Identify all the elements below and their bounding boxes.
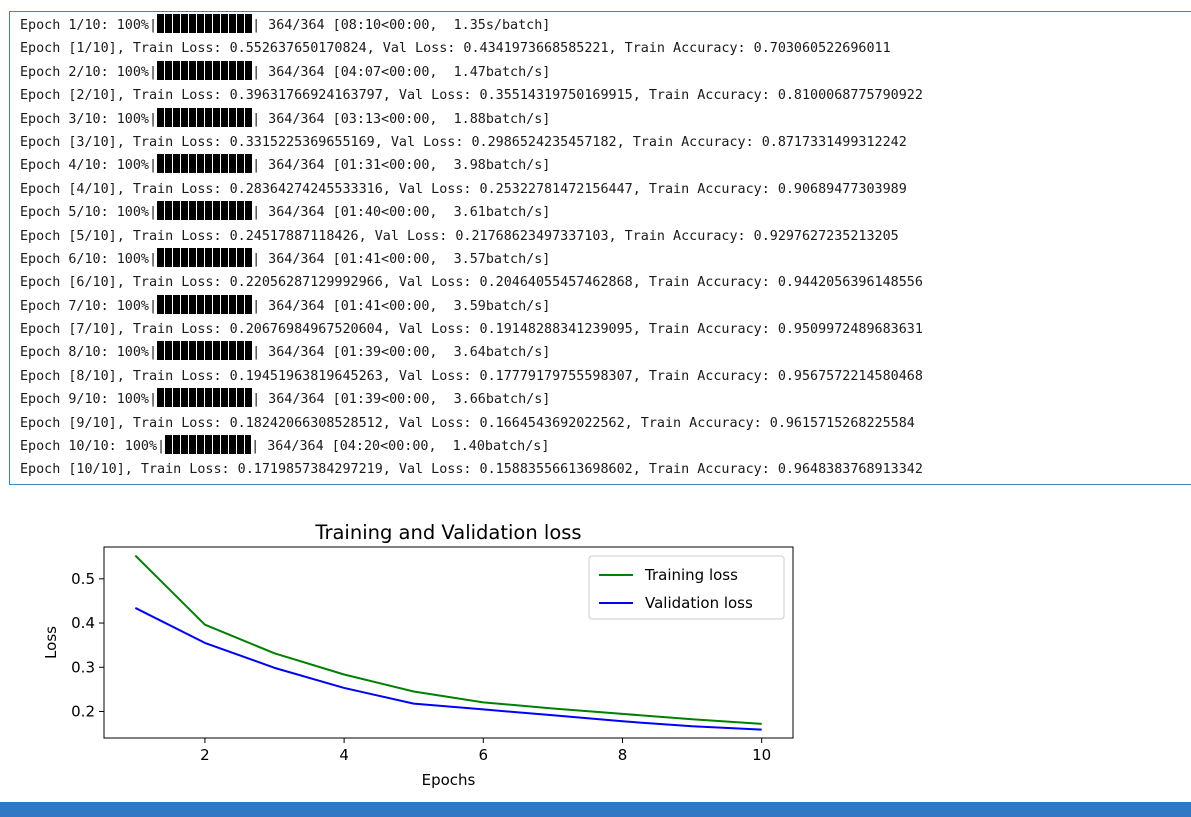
epoch-summary-line: Epoch [10/10], Train Loss: 0.17198573842… (20, 462, 923, 478)
progress-line: Epoch 5/10: 100%| | 364/364 [01:40<00:00,… (20, 201, 1191, 224)
epoch-summary-line: Epoch [4/10], Train Loss: 0.283642742455… (20, 181, 907, 197)
legend-label: Training loss (644, 566, 738, 584)
progress-bar (157, 294, 253, 314)
progress-bar (157, 107, 253, 127)
progress-label: Epoch 6/10: 100%| (20, 251, 158, 267)
series-line-training-loss (134, 554, 762, 725)
epoch-summary-line: Epoch [5/10], Train Loss: 0.245178871184… (20, 228, 899, 244)
progress-stats: | 364/364 [04:20<00:00, 1.40batch/s] (251, 439, 550, 455)
y-axis-label: Loss (42, 626, 60, 659)
progress-bar (165, 435, 252, 455)
progress-stats: | 364/364 [03:13<00:00, 1.88batch/s] (252, 111, 551, 127)
progress-bar (157, 60, 253, 80)
progress-bar (157, 14, 253, 33)
progress-line: Epoch 2/10: 100%| | 364/364 [04:07<00:00,… (20, 60, 1191, 84)
epoch-summary-line: Epoch [2/10], Train Loss: 0.396317669241… (20, 88, 923, 104)
progress-bar (157, 201, 253, 221)
epoch-summary-line: Epoch [8/10], Train Loss: 0.194519638196… (20, 368, 923, 384)
progress-label: Epoch 1/10: 100%| (20, 18, 158, 33)
progress-bar (157, 341, 253, 361)
progress-label: Epoch 10/10: 100%| (20, 439, 166, 455)
progress-line: Epoch 7/10: 100%| | 364/364 [01:41<00:00,… (20, 294, 1191, 318)
x-tick-label: 2 (200, 746, 210, 764)
y-tick-label: 0.4 (71, 614, 95, 632)
progress-stats: | 364/364 [01:41<00:00, 3.57batch/s] (252, 251, 551, 267)
legend-box (588, 555, 785, 620)
progress-bar (157, 388, 253, 408)
series-line-validation-loss (134, 607, 762, 731)
y-tick-label: 0.3 (71, 658, 95, 676)
progress-label: Epoch 8/10: 100%| (20, 345, 158, 361)
progress-label: Epoch 3/10: 100%| (20, 111, 158, 127)
progress-stats: | 364/364 [01:39<00:00, 3.64batch/s] (252, 345, 551, 361)
progress-stats: | 364/364 [04:07<00:00, 1.47batch/s] (252, 64, 551, 80)
progress-line: Epoch 1/10: 100%| | 364/364 [08:10<00:00,… (20, 14, 1191, 37)
progress-line: Epoch 4/10: 100%| | 364/364 [01:31<00:00,… (20, 154, 1191, 177)
chart-title: Training and Validation loss (314, 521, 581, 544)
epoch-summary-line: Epoch [6/10], Train Loss: 0.220562871299… (20, 275, 923, 291)
status-strip (0, 802, 1191, 817)
progress-label: Epoch 5/10: 100%| (20, 205, 158, 221)
progress-bar (157, 247, 253, 267)
plot-frame (103, 546, 794, 739)
epoch-summary-line: Epoch [9/10], Train Loss: 0.182420663085… (20, 415, 915, 431)
epoch-summary-line: Epoch [3/10], Train Loss: 0.331522536965… (20, 134, 907, 150)
progress-label: Epoch 9/10: 100%| (20, 392, 158, 408)
loss-chart: Training and Validation loss 2 4 6 8 10 0.2 0.3… (30, 514, 810, 804)
epoch-summary-line: Epoch [7/10], Train Loss: 0.206769849675… (20, 322, 923, 338)
progress-stats: | 364/364 [01:41<00:00, 3.59batch/s] (252, 298, 551, 314)
progress-line: Epoch 8/10: 100%| | 364/364 [01:39<00:00,… (20, 341, 1191, 364)
progress-line: Epoch 10/10: 100%| | 364/364 [04:20<00:00… (20, 435, 1191, 458)
progress-label: Epoch 4/10: 100%| (20, 158, 158, 174)
progress-line: Epoch 6/10: 100%| | 364/364 [01:41<00:00,… (20, 247, 1191, 271)
loss-chart-svg: Training and Validation loss 2 4 6 8 10 0.2 0.3… (42, 521, 794, 789)
y-tick-label: 0.2 (71, 702, 95, 720)
progress-stats: | 364/364 [01:40<00:00, 3.61batch/s] (252, 205, 551, 221)
progress-stats: | 364/364 [08:10<00:00, 1.35s/batch] (252, 18, 551, 33)
x-tick-label: 8 (618, 746, 628, 764)
legend-label: Validation loss (645, 594, 753, 612)
progress-bar (157, 154, 253, 174)
progress-label: Epoch 2/10: 100%| (20, 64, 158, 80)
x-tick-label: 4 (339, 746, 349, 764)
x-tick-label: 6 (479, 746, 489, 764)
output-console[interactable]: Epoch 1/10: 100%| | 364/364 [08:10<00:00,… (9, 11, 1191, 485)
x-tick-label: 10 (752, 746, 771, 764)
x-axis-label: Epochs (422, 771, 476, 789)
progress-label: Epoch 7/10: 100%| (20, 298, 158, 314)
progress-line: Epoch 9/10: 100%| | 364/364 [01:39<00:00,… (20, 388, 1191, 411)
progress-stats: | 364/364 [01:31<00:00, 3.98batch/s] (252, 158, 551, 174)
epoch-summary-line: Epoch [1/10], Train Loss: 0.552637650170… (20, 41, 891, 57)
progress-stats: | 364/364 [01:39<00:00, 3.66batch/s] (252, 392, 551, 408)
y-tick-label: 0.5 (71, 570, 95, 588)
progress-line: Epoch 3/10: 100%| | 364/364 [03:13<00:00,… (20, 107, 1191, 131)
